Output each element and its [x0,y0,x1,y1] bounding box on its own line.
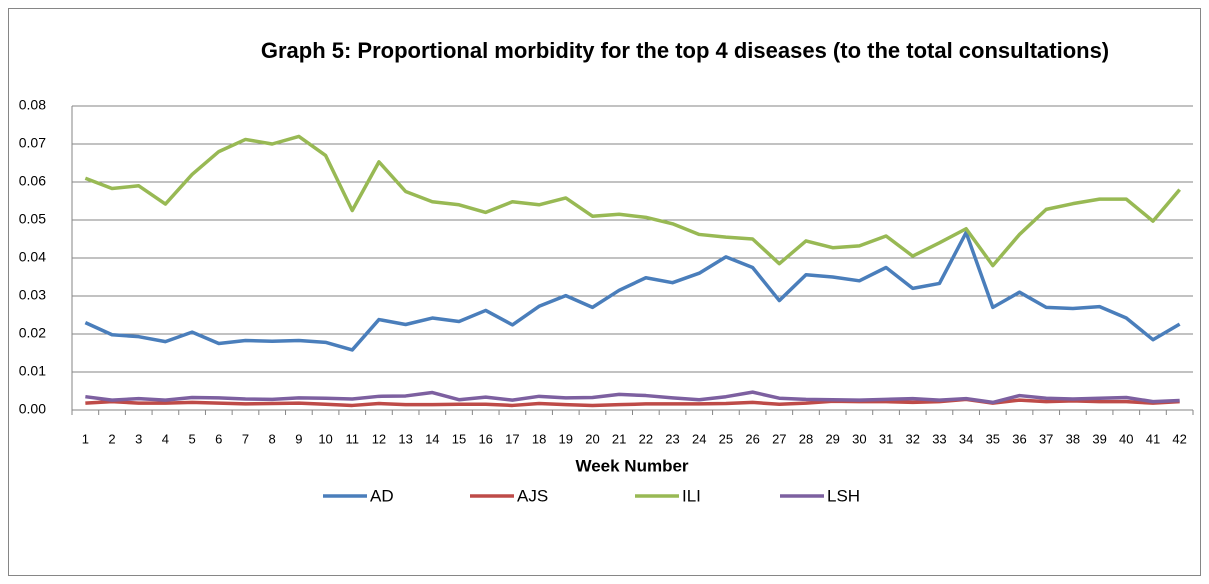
x-tick-label: 8 [269,431,276,446]
x-tick-label: 38 [1066,431,1080,446]
x-tick-label: 42 [1172,431,1186,446]
x-axis-label: Week Number [575,456,688,475]
x-tick-label: 11 [346,431,360,446]
x-tick-label: 22 [639,431,653,446]
x-tick-label: 23 [665,431,679,446]
x-tick-label: 19 [559,431,573,446]
y-tick-label: 0.05 [19,211,46,227]
x-tick-label: 20 [585,431,599,446]
x-tick-label: 21 [612,431,626,446]
y-tick-label: 0.02 [19,325,46,341]
legend-label: ILI [682,486,701,505]
x-tick-label: 31 [879,431,893,446]
y-tick-label: 0.08 [19,97,46,113]
x-tick-label: 41 [1146,431,1160,446]
y-tick-label: 0.06 [19,173,46,189]
x-tick-label: 7 [242,431,249,446]
x-tick-label: 3 [135,431,142,446]
legend-label: LSH [827,486,860,505]
x-tick-label: 29 [825,431,839,446]
x-tick-label: 4 [162,431,169,446]
x-tick-label: 18 [532,431,546,446]
x-tick-label: 32 [906,431,920,446]
series-line [84,134,1181,268]
x-tick-label: 2 [108,431,115,446]
series-line [84,230,1181,352]
x-tick-label: 15 [452,431,466,446]
legend-label: AD [370,486,394,505]
x-tick-label: 6 [215,431,222,446]
x-tick-label: 26 [745,431,759,446]
x-tick-label: 16 [478,431,492,446]
series-line [85,390,1180,405]
x-tick-label: 39 [1092,431,1106,446]
x-tick-label: 10 [318,431,332,446]
x-tick-label: 17 [505,431,519,446]
x-tick-label: 40 [1119,431,1133,446]
legend-label: AJS [517,486,548,505]
x-tick-label: 28 [799,431,813,446]
y-tick-label: 0.00 [19,401,46,417]
x-tick-label: 24 [692,431,706,446]
x-tick-label: 13 [398,431,412,446]
x-tick-label: 37 [1039,431,1053,446]
x-tick-label: 27 [772,431,786,446]
x-tick-label: 36 [1012,431,1026,446]
y-tick-label: 0.07 [19,135,46,151]
y-tick-label: 0.01 [19,363,46,379]
x-tick-label: 35 [986,431,1000,446]
x-tick-label: 33 [932,431,946,446]
chart-title: Graph 5: Proportional morbidity for the … [260,38,1110,63]
chart-border [8,8,1201,576]
x-tick-label: 14 [425,431,439,446]
x-tick-label: 30 [852,431,866,446]
x-tick-label: 25 [719,431,733,446]
x-tick-label: 5 [188,431,195,446]
x-tick-label: 34 [959,431,973,446]
y-tick-label: 0.03 [19,287,46,303]
x-tick-label: 12 [372,431,386,446]
x-tick-label: 1 [82,431,89,446]
y-tick-label: 0.04 [19,249,46,265]
x-tick-label: 9 [295,431,302,446]
